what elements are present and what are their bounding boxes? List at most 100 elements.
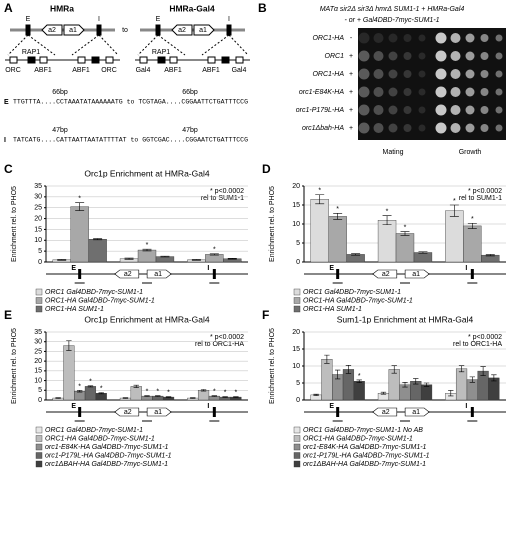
legend-swatch [35, 443, 43, 451]
legend-label: ORC1 Gal4DBD-7myc-SUM1-1 No AB [303, 427, 423, 434]
significance-mark: * [386, 208, 389, 215]
error-bar [93, 238, 103, 241]
legend-label: orc1-P179L-HA Gal4DBD-7myc-SUM1-1 [303, 452, 430, 459]
gene-arrow [114, 407, 140, 417]
colony-spot [435, 122, 447, 134]
locus-label: E [26, 16, 31, 23]
significance-mark: * [146, 242, 149, 249]
strain-label: orc1Δbah-HA [302, 125, 344, 132]
length-label: 66bp [182, 89, 198, 96]
y-tick-label: 5 [296, 380, 300, 387]
colony-spot [373, 87, 384, 97]
colony-spot [435, 86, 447, 98]
significance-mark: * [471, 216, 474, 223]
strain-sign: + [349, 89, 353, 96]
legend-swatch [293, 426, 301, 434]
error-bar [480, 366, 486, 376]
error-bar [315, 194, 325, 205]
colony-spot [450, 123, 461, 133]
locus-label: I [207, 265, 209, 272]
error-bar [351, 253, 361, 256]
site-label: Gal4 [136, 67, 151, 74]
colony-spot [388, 51, 398, 61]
significance-mark: * [78, 196, 81, 203]
panel-label: A [4, 1, 13, 15]
silencer [470, 269, 474, 279]
y-tick-label: 15 [292, 346, 300, 353]
error-bar [76, 390, 83, 393]
note: * p<0.0002 [210, 334, 244, 341]
panel-label: F [262, 308, 269, 322]
error-bar [98, 392, 104, 395]
colony-spot [465, 123, 475, 133]
locus-label: a2 [124, 271, 132, 278]
legend-label: ORC1-HA Gal4DBD-7myc-SUM1-1 [45, 297, 155, 304]
error-bar [142, 248, 152, 252]
colony-spot [435, 50, 447, 62]
locus-label: I [465, 265, 467, 272]
legend-swatch [293, 435, 301, 442]
note: rel to SUM1-1 [459, 195, 502, 202]
error-bar [485, 254, 495, 257]
colony-spot [403, 88, 412, 96]
error-bar [57, 259, 67, 261]
significance-mark: * [156, 389, 159, 396]
y-tick-label: 0 [38, 397, 42, 404]
colony-spot [435, 68, 447, 80]
y-tick-label: 10 [292, 221, 300, 228]
locus-label: a1 [412, 271, 420, 278]
sequence: TATCATG....CATTAATTAATATTTTAT to GGTCGAC… [13, 137, 248, 144]
locus-label: a2 [48, 27, 56, 34]
colony-spot [388, 87, 398, 97]
colony-spot [418, 88, 426, 96]
error-bar [124, 257, 134, 260]
bar [328, 216, 347, 263]
bar [413, 252, 433, 263]
note: * p<0.0002 [210, 188, 244, 195]
colony-spot [435, 104, 447, 116]
error-bar [469, 376, 476, 383]
error-bar [87, 385, 94, 388]
length-label: 66bp [52, 89, 68, 96]
panel-label: D [262, 162, 271, 176]
colony-spot [495, 34, 503, 42]
site-label: ABF1 [34, 67, 52, 74]
locus-label: a1 [69, 27, 77, 34]
colony-spot [418, 70, 426, 78]
y-tick-label: 30 [34, 194, 42, 201]
y-tick-label: 25 [34, 348, 42, 355]
sequence: TTGTTTA....CCTAAATATAAAAAATG to TCGTAGA.… [13, 99, 248, 106]
colony-spot [403, 52, 412, 60]
error-bar [333, 213, 343, 220]
locus-label: E [329, 265, 334, 272]
y-tick-label: 5 [38, 387, 42, 394]
panel-label: B [258, 1, 267, 15]
significance-mark: * [213, 247, 216, 254]
significance-mark: * [100, 385, 103, 392]
colony-spot [418, 52, 426, 60]
colony-spot [480, 34, 489, 42]
bar [95, 393, 107, 401]
panel-label: E [4, 308, 12, 322]
legend-swatch [293, 443, 301, 451]
bar [388, 369, 400, 401]
significance-mark: * [336, 206, 339, 213]
colony-spot [465, 87, 475, 97]
locus-label: E [329, 403, 334, 410]
error-bar [391, 365, 397, 374]
error-bar [211, 395, 218, 397]
bar [395, 233, 415, 263]
site-label: ORC [101, 67, 117, 74]
error-bar [491, 374, 497, 382]
error-bar [191, 259, 201, 261]
gene-arrow [372, 269, 398, 279]
silencer [336, 407, 340, 417]
error-bar [356, 379, 362, 383]
site-label: RAP1 [152, 49, 170, 56]
y-tick-label: 10 [292, 363, 300, 370]
chart-title: Sum1-1p Enrichment at HMRa-Gal4 [337, 314, 474, 324]
significance-mark: * [89, 379, 92, 386]
silencer [470, 407, 474, 417]
locus-title: HMRa [50, 3, 74, 13]
